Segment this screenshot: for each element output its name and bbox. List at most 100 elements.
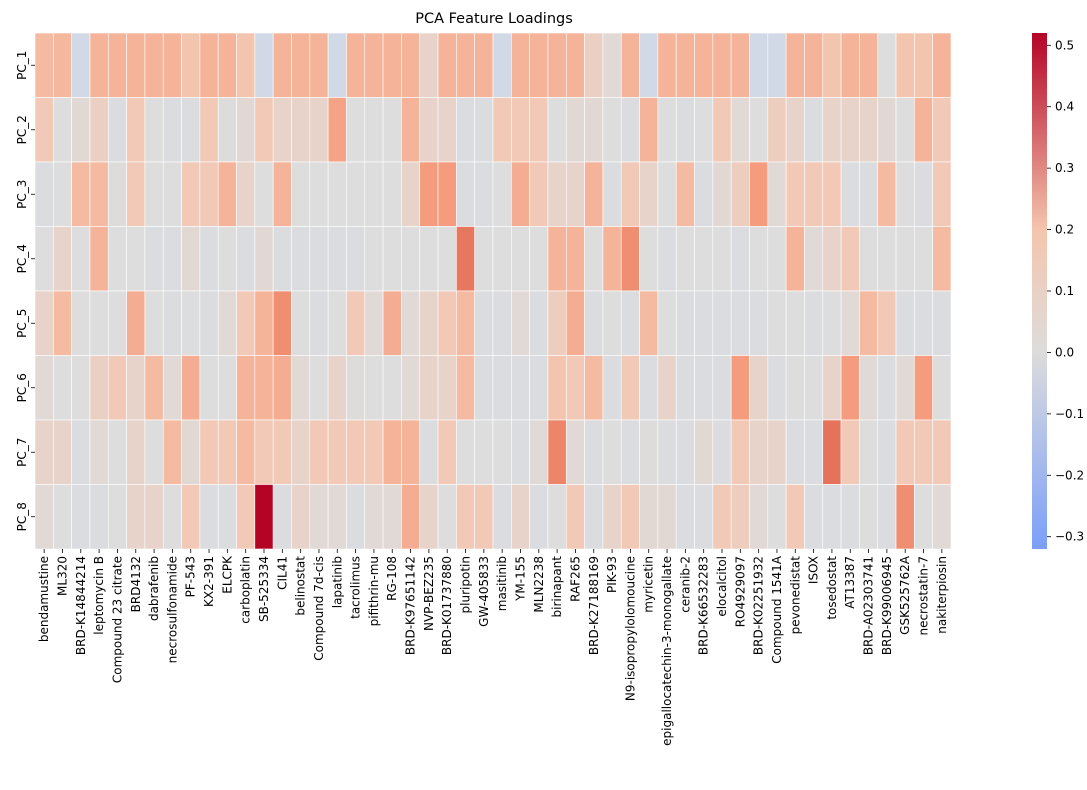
heatmap-cell [217, 484, 237, 550]
heatmap-cell [126, 419, 146, 485]
heatmap-cell [620, 419, 640, 485]
heatmap-cell [107, 484, 127, 550]
heatmap-cell [694, 484, 714, 550]
heatmap-cell [53, 32, 72, 98]
heatmap-cell [675, 484, 695, 550]
heatmap-cell [382, 419, 402, 485]
heatmap-cell [236, 290, 256, 356]
heatmap-cell [364, 32, 384, 98]
heatmap-cell [822, 97, 842, 163]
heatmap-cell [71, 97, 91, 163]
heatmap-cell [34, 355, 54, 421]
heatmap-cell [639, 355, 659, 421]
heatmap-cell [767, 484, 787, 550]
heatmap-cell [822, 419, 842, 485]
heatmap-cell [217, 290, 237, 356]
heatmap-cell [272, 484, 292, 550]
heatmap-cell [822, 226, 842, 292]
column-label: BRD-K14844214 [74, 556, 88, 655]
heatmap-cell [364, 226, 384, 292]
heatmap-cell [199, 419, 219, 485]
heatmap-cell [474, 419, 494, 485]
column-label: ISOX [807, 556, 821, 584]
heatmap-cell [309, 290, 329, 356]
heatmap-cell [785, 226, 805, 292]
heatmap-cell [584, 290, 604, 356]
heatmap-cell [144, 355, 164, 421]
heatmap-cell [730, 161, 750, 227]
heatmap-cell [804, 226, 824, 292]
heatmap-cell [620, 161, 640, 227]
heatmap-cell [877, 97, 897, 163]
colorbar-tick-label: 0.3 [1055, 161, 1074, 175]
heatmap-cell [932, 484, 952, 550]
heatmap-cell [53, 290, 72, 356]
heatmap-cell [382, 32, 402, 98]
heatmap-cell [877, 226, 897, 292]
heatmap-cell [547, 97, 567, 163]
heatmap-cell [346, 32, 366, 98]
heatmap-cell [932, 161, 952, 227]
heatmap-cell [914, 32, 933, 98]
heatmap-cell [437, 97, 457, 163]
heatmap-cell [565, 290, 585, 356]
heatmap-cell [620, 355, 640, 421]
heatmap-cell [675, 32, 695, 98]
column-label: pifithrin-mu [367, 556, 381, 626]
heatmap-cell [327, 484, 347, 550]
heatmap-cell [419, 290, 439, 356]
heatmap-cell [474, 484, 494, 550]
heatmap-cell [639, 226, 659, 292]
heatmap-cell [932, 226, 952, 292]
column-label: NVP-BEZ235 [422, 556, 436, 631]
heatmap-cell [914, 355, 933, 421]
heatmap-cell [657, 419, 677, 485]
heatmap-cell [840, 290, 860, 356]
heatmap-cell [492, 32, 512, 98]
heatmap-cell [877, 290, 897, 356]
heatmap-cell [291, 226, 311, 292]
colorbar-tick-label: 0.2 [1055, 223, 1074, 237]
heatmap-cell [822, 161, 842, 227]
column-label: lapatinib [330, 556, 344, 608]
heatmap-cell [71, 161, 91, 227]
heatmap-cell [126, 161, 146, 227]
column-label: Compound 7d-cis [312, 556, 326, 661]
heatmap-cell [914, 484, 933, 550]
row-label: PC_2 [15, 115, 29, 144]
heatmap-cell [382, 226, 402, 292]
heatmap-cell [474, 226, 494, 292]
heatmap-cell [126, 484, 146, 550]
heatmap-cell [492, 290, 512, 356]
heatmap-cell [657, 290, 677, 356]
heatmap-cell [474, 97, 494, 163]
colorbar-tick-label: −0.2 [1055, 468, 1084, 482]
heatmap-cell [364, 419, 384, 485]
heatmap-cell [511, 484, 530, 550]
heatmap-cell [254, 419, 274, 485]
heatmap-cell [34, 290, 54, 356]
row-label: PC_7 [15, 438, 29, 467]
heatmap-cell [730, 484, 750, 550]
colorbar-tick-label: 0.5 [1055, 38, 1074, 52]
heatmap-cell [89, 355, 109, 421]
heatmap-cell [199, 161, 219, 227]
heatmap-cell [236, 161, 256, 227]
heatmap-cell [712, 290, 732, 356]
heatmap-cell [254, 161, 274, 227]
heatmap-cell [199, 97, 219, 163]
heatmap-cell [107, 226, 127, 292]
heatmap-cell [437, 226, 457, 292]
heatmap-cell [895, 290, 915, 356]
heatmap-cell [89, 419, 109, 485]
colorbar-gradient [1032, 33, 1047, 549]
heatmap-cell [291, 97, 311, 163]
column-label: elocalcitol [715, 556, 729, 617]
heatmap-cell [217, 97, 237, 163]
heatmap-cell [53, 97, 72, 163]
heatmap-cell [107, 419, 127, 485]
heatmap-cell [181, 355, 201, 421]
heatmap-cell [71, 419, 91, 485]
heatmap-cell [657, 32, 677, 98]
heatmap-cell [309, 419, 329, 485]
